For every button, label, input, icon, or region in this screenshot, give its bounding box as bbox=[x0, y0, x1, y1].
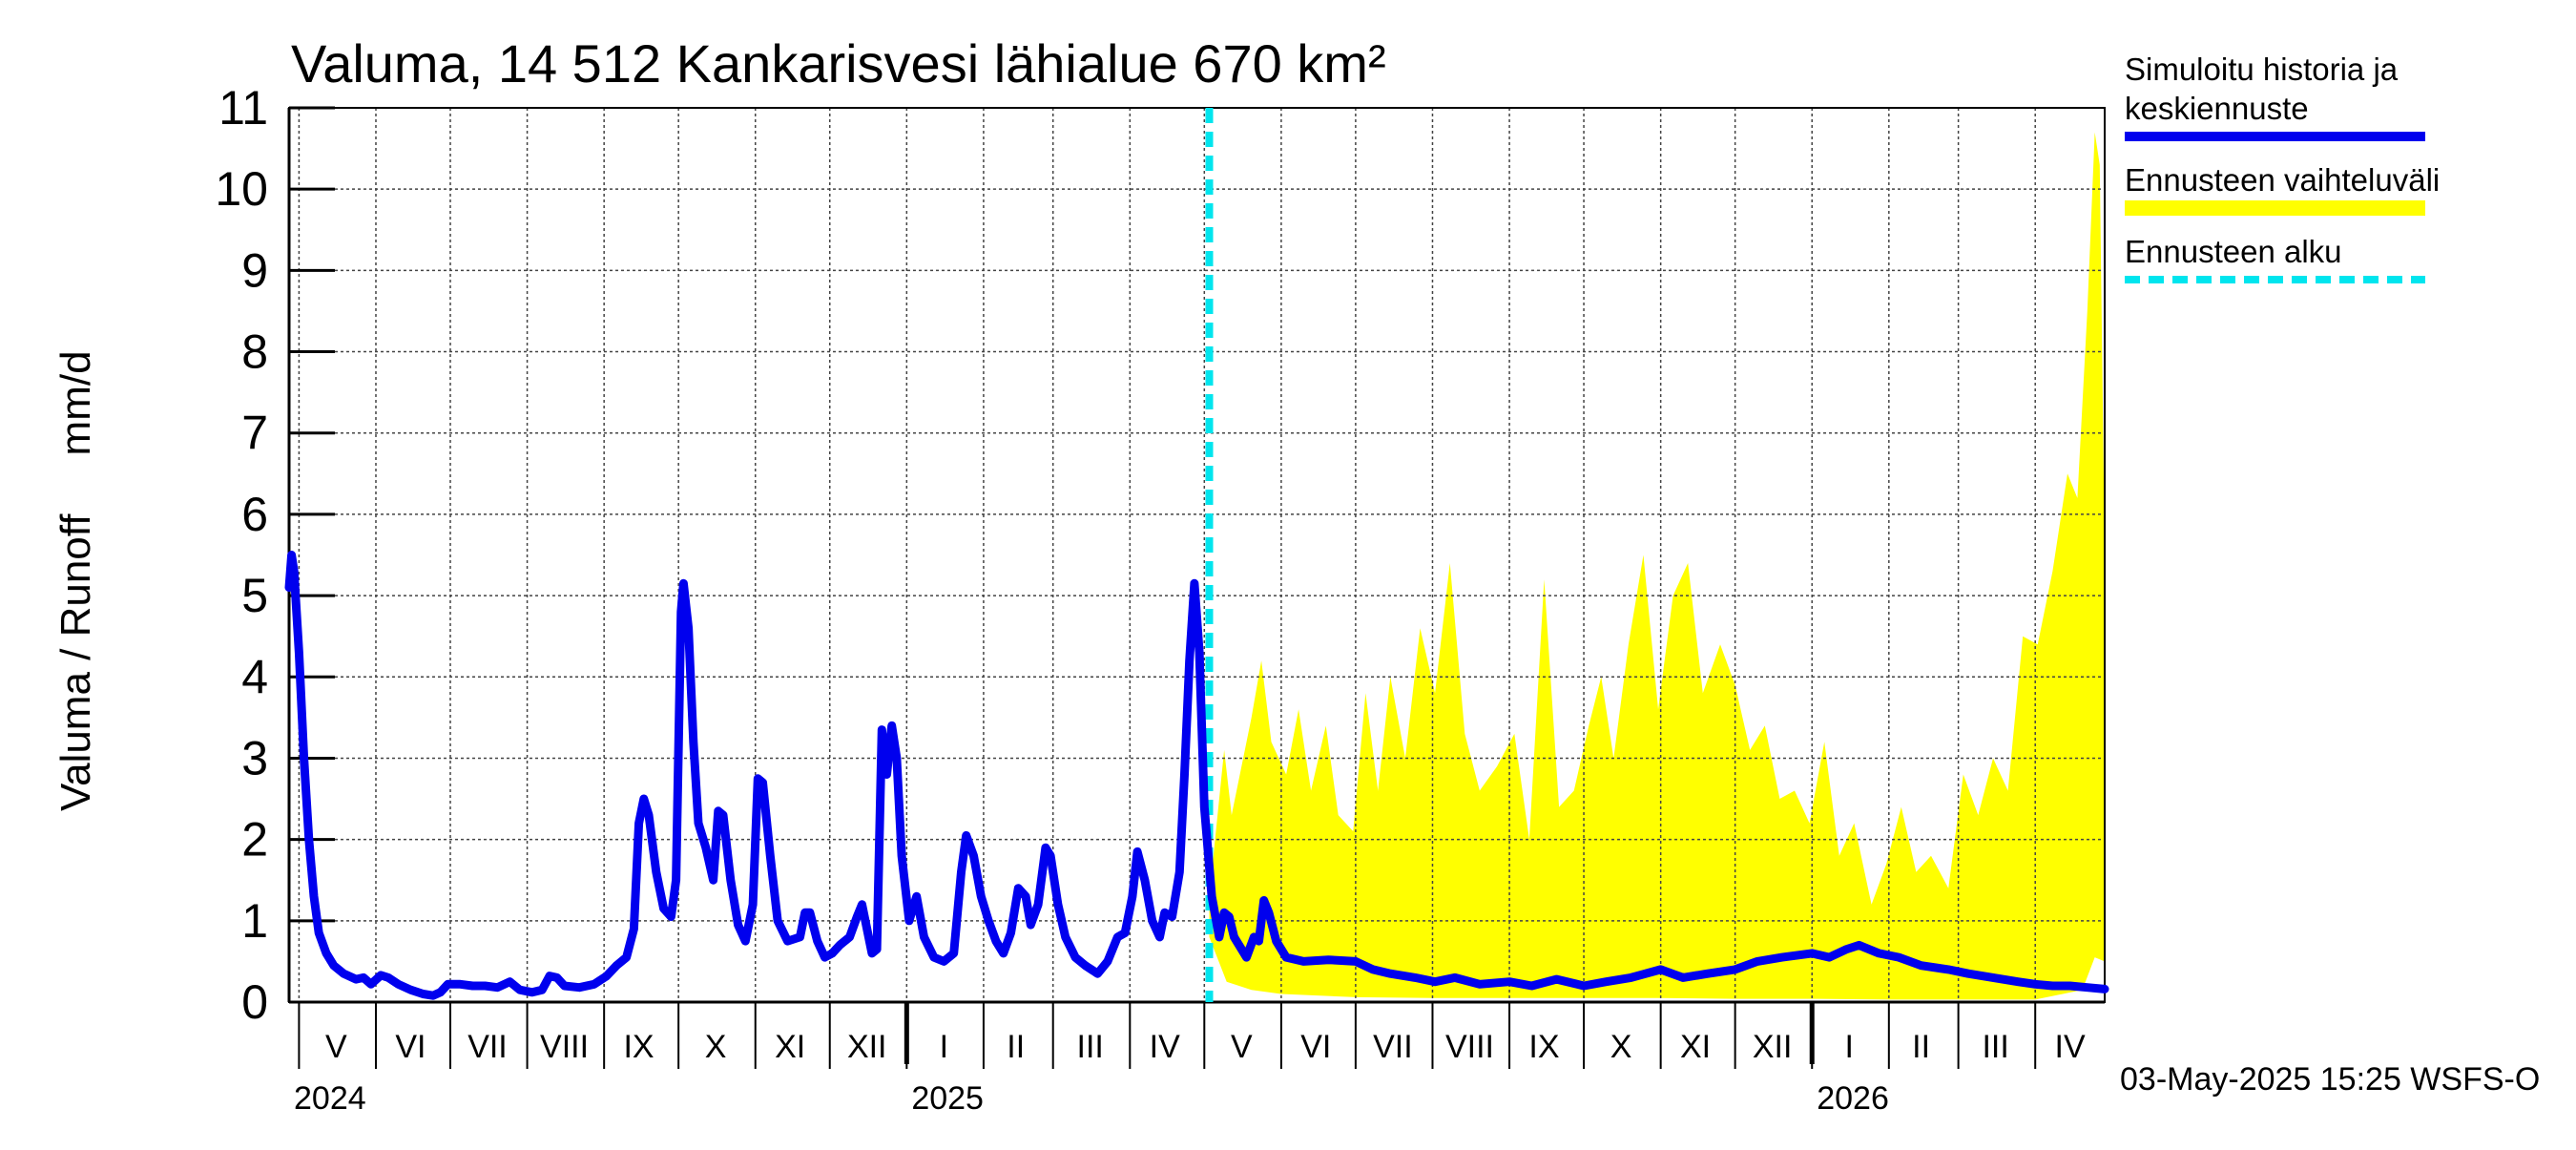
month-label: V bbox=[1231, 1029, 1253, 1065]
month-label: III bbox=[1077, 1029, 1104, 1065]
year-label: 2025 bbox=[911, 1080, 984, 1117]
y-tick-label: 4 bbox=[241, 650, 268, 703]
y-tick-label: 2 bbox=[241, 813, 268, 867]
month-label: VIII bbox=[540, 1029, 589, 1065]
y-tick-label: 8 bbox=[241, 325, 268, 379]
month-label: II bbox=[1007, 1029, 1025, 1065]
legend-label-simulated-2: keskiennuste bbox=[2125, 91, 2309, 126]
y-tick-label: 10 bbox=[215, 162, 268, 216]
month-label: IX bbox=[623, 1029, 654, 1065]
y-tick-label: 11 bbox=[218, 81, 268, 135]
simulated-runoff-line bbox=[284, 551, 2109, 1000]
forecast-range-band bbox=[1209, 132, 2105, 1000]
month-label: I bbox=[940, 1029, 948, 1065]
month-label: XII bbox=[847, 1029, 887, 1065]
month-label: IV bbox=[1150, 1029, 1180, 1065]
y-tick-label: 6 bbox=[241, 488, 268, 541]
month-label: I bbox=[1845, 1029, 1854, 1065]
month-label: VII bbox=[467, 1029, 508, 1065]
month-label: XI bbox=[1680, 1029, 1711, 1065]
month-label: VI bbox=[395, 1029, 426, 1065]
legend-label-range: Ennusteen vaihteluväli bbox=[2125, 162, 2440, 198]
month-label: IX bbox=[1528, 1029, 1559, 1065]
month-label: X bbox=[705, 1029, 727, 1065]
month-label: VIII bbox=[1445, 1029, 1494, 1065]
y-tick-label: 5 bbox=[241, 569, 268, 622]
chart-title: Valuma, 14 512 Kankarisvesi lähialue 670… bbox=[291, 33, 1386, 94]
legend: Simuloitu historia ja keskiennuste Ennus… bbox=[2125, 52, 2440, 283]
month-label: IV bbox=[2055, 1029, 2086, 1065]
month-label: II bbox=[1912, 1029, 1930, 1065]
month-label: XI bbox=[775, 1029, 805, 1065]
month-label: VI bbox=[1300, 1029, 1331, 1065]
y-tick-label: 0 bbox=[241, 975, 268, 1029]
month-label: V bbox=[325, 1029, 347, 1065]
y-tick-label: 3 bbox=[241, 731, 268, 784]
y-tick-label: 9 bbox=[241, 243, 268, 297]
grid-layer bbox=[289, 107, 2105, 1002]
year-label: 2024 bbox=[294, 1080, 366, 1117]
month-label: XII bbox=[1753, 1029, 1793, 1065]
y-axis-label: Valuma / Runoff mm/d bbox=[52, 350, 99, 811]
forecast-range-layer bbox=[1209, 132, 2105, 1000]
series-layer bbox=[284, 108, 2109, 1002]
footer-timestamp: 03-May-2025 15:25 WSFS-O bbox=[2120, 1061, 2540, 1098]
y-tick-label: 1 bbox=[241, 894, 268, 948]
month-label: VII bbox=[1373, 1029, 1413, 1065]
month-label: III bbox=[1982, 1029, 2008, 1065]
legend-label-simulated: Simuloitu historia ja bbox=[2125, 52, 2399, 87]
year-label: 2026 bbox=[1817, 1080, 1889, 1117]
legend-label-forecast-start: Ennusteen alku bbox=[2125, 234, 2342, 269]
month-label: X bbox=[1610, 1029, 1632, 1065]
y-tick-label: 7 bbox=[241, 407, 268, 460]
